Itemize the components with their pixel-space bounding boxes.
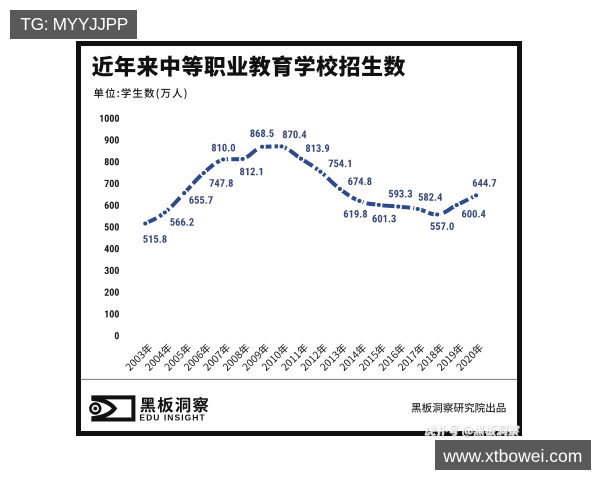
svg-text:EDU INSIGHT: EDU INSIGHT [139,412,205,422]
